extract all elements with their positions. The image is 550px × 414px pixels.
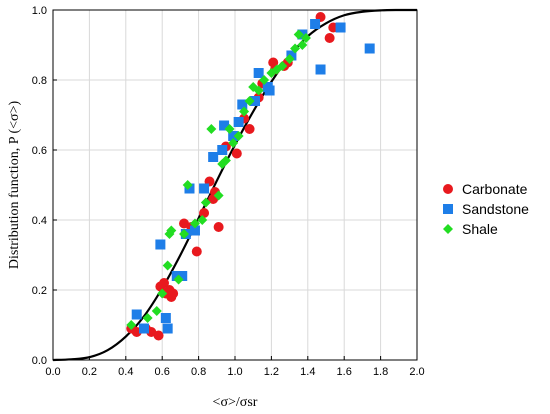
- legend-sandstone-marker: [443, 204, 453, 214]
- shale-point: [224, 124, 235, 134]
- shale-point: [206, 124, 217, 134]
- sandstone-point: [264, 85, 275, 96]
- y-tick-label: 0.2: [32, 285, 47, 297]
- sandstone-point: [315, 64, 326, 75]
- sandstone-point: [233, 117, 244, 127]
- sandstone-point: [184, 183, 195, 194]
- sandstone-point: [237, 99, 248, 110]
- carbonate-point: [231, 148, 242, 159]
- sandstone-point: [364, 43, 375, 54]
- shale-point: [228, 138, 239, 148]
- x-tick-label: 1.2: [264, 366, 279, 378]
- x-tick-label: 0.0: [45, 366, 60, 378]
- shale-point: [233, 131, 244, 141]
- shale-point: [189, 218, 200, 229]
- shale-point: [157, 288, 168, 299]
- sandstone-point: [228, 131, 239, 141]
- sandstone-point: [177, 271, 188, 281]
- sandstone-point: [171, 271, 182, 281]
- carbonate-point: [199, 208, 210, 218]
- legend-carbonate-marker: [443, 184, 453, 194]
- sandstone-point: [162, 323, 173, 334]
- sandstone-point: [189, 225, 200, 236]
- shale-point: [300, 33, 311, 43]
- y-tick-label: 0.8: [32, 75, 47, 87]
- x-tick-label: 1.6: [337, 366, 352, 378]
- series-shale: [126, 29, 311, 330]
- sandstone-point: [217, 145, 228, 155]
- y-tick-label: 0.4: [32, 215, 47, 227]
- carbonate-point: [213, 222, 224, 232]
- shale-point: [162, 260, 173, 271]
- x-tick-label: 0.8: [191, 366, 206, 378]
- carbonate-point: [153, 330, 164, 341]
- legend-carbonate-label: Carbonate: [462, 181, 528, 197]
- x-tick-label: 0.6: [155, 366, 170, 378]
- x-axis-title: <σ>/σsr: [213, 395, 258, 410]
- shale-point: [290, 43, 301, 54]
- legend-sandstone-label: Sandstone: [462, 201, 529, 217]
- x-tick-label: 1.0: [227, 366, 242, 378]
- y-tick-label: 0.6: [32, 145, 47, 157]
- shale-point: [173, 274, 184, 285]
- legend: Carbonate Sandstone Shale: [443, 181, 529, 237]
- shale-point: [284, 54, 295, 64]
- carbonate-point: [168, 288, 179, 299]
- carbonate-point: [159, 278, 170, 288]
- shale-point: [200, 197, 211, 208]
- grid-lines: [53, 10, 417, 360]
- sandstone-point: [139, 323, 149, 334]
- shale-point: [239, 106, 250, 117]
- shale-point: [197, 215, 208, 225]
- data-points-layer: [126, 12, 375, 341]
- shale-point: [244, 96, 255, 106]
- shale-point: [142, 313, 153, 323]
- sandstone-point: [310, 19, 321, 29]
- carbonate-point: [191, 246, 202, 257]
- sandstone-point: [131, 309, 142, 320]
- legend-shale-marker: [443, 224, 453, 234]
- sandstone-point: [160, 313, 171, 323]
- sandstone-point: [335, 22, 346, 33]
- y-tick-label: 1.0: [32, 5, 47, 17]
- x-tick-label: 1.8: [373, 366, 388, 378]
- shale-point: [277, 61, 288, 71]
- shale-point: [213, 190, 224, 201]
- sandstone-point: [250, 96, 261, 106]
- carbonate-point: [244, 124, 255, 134]
- shale-point: [151, 306, 162, 316]
- carbonate-point: [324, 33, 335, 43]
- sandstone-point: [253, 68, 264, 78]
- x-tick-label: 2.0: [409, 366, 424, 378]
- y-tick-label: 0.0: [32, 355, 47, 367]
- shale-point: [220, 155, 231, 166]
- legend-shale-label: Shale: [462, 221, 498, 237]
- shale-point: [179, 229, 190, 239]
- x-tick-label: 0.2: [82, 366, 97, 378]
- shale-point: [253, 85, 264, 96]
- shale-point: [126, 320, 137, 330]
- x-tick-label: 1.4: [300, 366, 315, 378]
- x-tick-label: 0.4: [118, 366, 133, 378]
- axis-ticks: 0.0 0.2 0.4 0.6 0.8 1.0 1.2 1.4 1.6 1.8 2.0 0.0 0.2 0…: [32, 5, 425, 378]
- sandstone-point: [208, 152, 219, 162]
- sandstone-point: [219, 120, 230, 131]
- shale-point: [259, 75, 270, 85]
- sandstone-point: [199, 183, 210, 194]
- sandstone-point: [155, 239, 166, 250]
- sandstone-point: [286, 50, 297, 61]
- shale-point: [248, 82, 259, 92]
- shale-point: [297, 40, 308, 50]
- shale-point: [166, 225, 177, 236]
- y-axis-title: Distribution function, P (<σ>): [7, 101, 22, 270]
- series-carbonate: [126, 12, 339, 341]
- shale-point: [293, 29, 304, 40]
- shale-point: [182, 180, 193, 190]
